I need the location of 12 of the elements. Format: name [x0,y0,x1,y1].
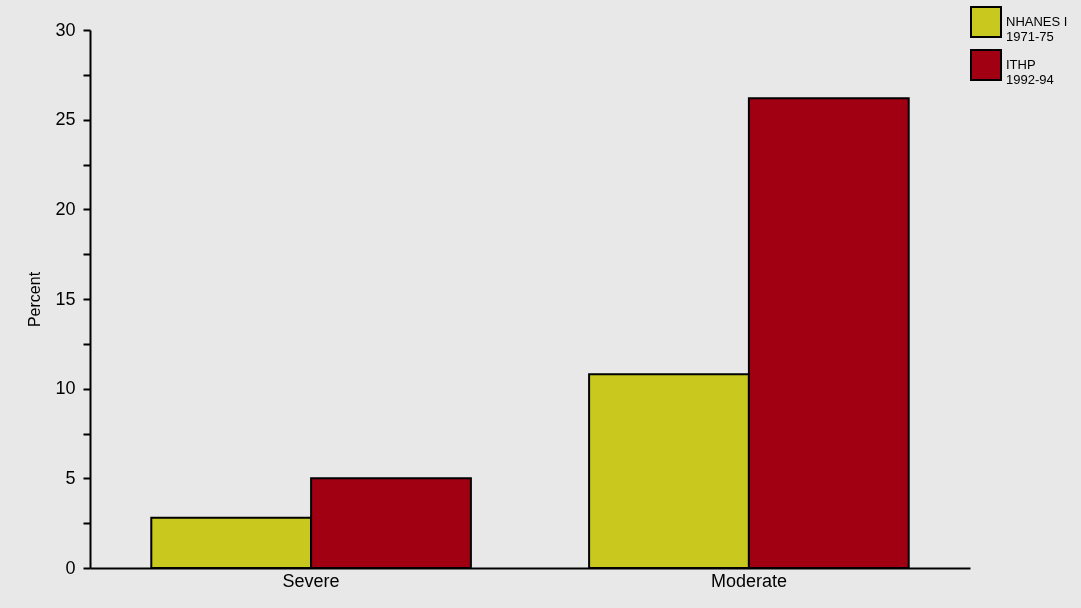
y-tick-label: 30 [55,19,76,40]
legend-label: ITHP 1992-94 [1006,57,1054,87]
x-tick-label: Severe [282,570,340,591]
y-axis-title: Percent [26,271,44,328]
y-tick-label: 5 [65,467,76,488]
y-tick-label: 0 [65,557,76,578]
y-tick-label: 10 [55,378,76,399]
y-tick-label: 20 [55,198,76,219]
legend-label: NHANES I 1971-75 [1006,14,1068,44]
y-tick-label: 25 [55,109,76,130]
x-tick-label: Moderate [710,570,787,591]
y-tick-label: 15 [55,288,76,309]
